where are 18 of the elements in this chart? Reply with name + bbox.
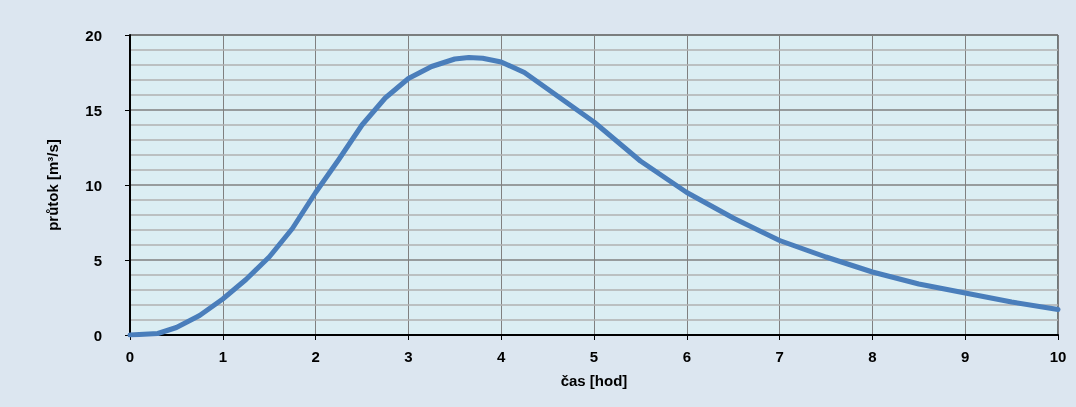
x-tick-label: 1 <box>218 348 227 365</box>
x-tick-label: 5 <box>589 348 599 365</box>
x-tick-label: 2 <box>311 348 320 365</box>
x-tick-label: 6 <box>682 348 691 365</box>
x-tick-label: 7 <box>775 348 784 365</box>
y-tick-label: 10 <box>85 176 102 194</box>
y-tick-label: 20 <box>85 26 102 44</box>
x-tick-label: 10 <box>1049 348 1067 365</box>
x-tick-label: 9 <box>961 348 970 365</box>
x-tick-label: 0 <box>125 348 135 365</box>
x-tick-label: 4 <box>497 348 507 365</box>
x-tick-label: 3 <box>404 348 413 365</box>
y-tick-label: 15 <box>85 101 102 119</box>
y-axis-title: průtok [m³/s] <box>44 139 61 231</box>
y-tick-label: 0 <box>93 326 102 344</box>
x-axis-title: čas [hod] <box>560 372 628 389</box>
y-tick-label: 5 <box>93 251 102 269</box>
x-tick-label: 8 <box>868 348 877 365</box>
